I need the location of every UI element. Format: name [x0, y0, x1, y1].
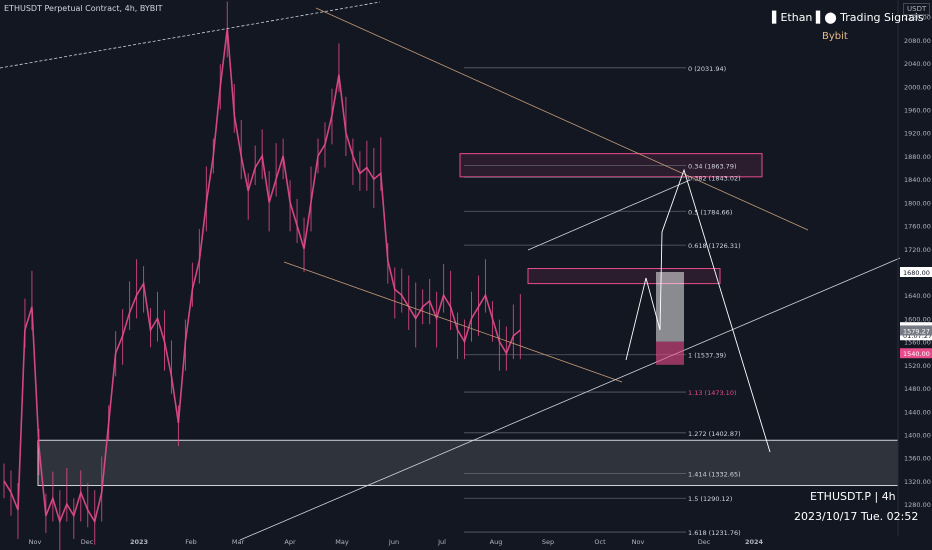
- fib-label-1.272: 1.272 (1402.87): [688, 430, 741, 438]
- footer-symbol: ETHUSDT.P | 4h: [810, 490, 896, 503]
- fib-label-0.34: 0.34 (1863.79): [688, 162, 737, 170]
- x-tick-label: Mar: [232, 538, 245, 546]
- price-marker-bg: [900, 348, 932, 359]
- symbol-info: ETHUSDT Perpetual Contract, 4h, BYBIT: [4, 4, 163, 13]
- fib-label-0.382: 0.382 (1843.02): [688, 174, 741, 182]
- x-tick-label: Jun: [388, 538, 399, 546]
- y-tick-label: 1640.00: [904, 292, 931, 300]
- x-tick-label: May: [335, 538, 349, 546]
- price-marker: 1540.00: [903, 350, 930, 358]
- x-tick-label: Jul: [437, 538, 446, 546]
- price-marker-bg: [900, 267, 932, 277]
- y-tick-label: 1960.00: [904, 107, 931, 115]
- y-tick-label: 2040.00: [904, 60, 931, 68]
- x-tick-label: Apr: [284, 538, 296, 546]
- fib-label-1.13: 1.13 (1473.10): [688, 389, 737, 397]
- price-marker: 1680.00: [903, 269, 930, 277]
- x-tick-label: Aug: [490, 538, 503, 546]
- y-tick-label: 1560.00: [904, 339, 931, 347]
- x-tick-label: Nov: [632, 538, 645, 546]
- y-tick-label: 1480.00: [904, 385, 931, 393]
- x-tick-label: 2023: [130, 538, 148, 546]
- x-tick-label: Dec: [81, 538, 94, 546]
- y-tick-label: 1720.00: [904, 246, 931, 254]
- fib-label-1.618: 1.618 (1231.76): [688, 529, 741, 537]
- y-tick-label: 1600.00: [904, 315, 931, 323]
- exchange-label: Bybit: [822, 31, 848, 42]
- price-marker: 1579.27: [903, 327, 930, 335]
- currency-label[interactable]: USDT: [903, 3, 931, 15]
- fib-label-0: 0 (2031.94): [688, 65, 726, 73]
- trendline: [283, 261, 623, 383]
- y-tick-label: 1400.00: [904, 431, 931, 439]
- fib-label-0.5: 0.5 (1784.66): [688, 208, 732, 216]
- x-tick-label: Feb: [185, 538, 197, 546]
- y-tick-label: 1880.00: [904, 153, 931, 161]
- y-tick-label: 1920.00: [904, 130, 931, 138]
- price-marker-bg: [900, 325, 932, 336]
- y-tick-label: 1440.00: [904, 408, 931, 416]
- fib-label-0.618: 0.618 (1726.31): [688, 242, 741, 250]
- x-tick-label: Nov: [29, 538, 42, 546]
- target-box-lower: [656, 341, 684, 365]
- brand-title: ▌Ethan ▌⬤ Trading Signals: [772, 11, 924, 24]
- x-tick-label: Oct: [594, 538, 606, 546]
- target-box-upper: [656, 272, 684, 342]
- y-tick-label: 1840.00: [904, 176, 931, 184]
- footer-timestamp: 2023/10/17 Tue. 02:52: [794, 510, 919, 523]
- y-tick-label: 1360.00: [904, 455, 931, 463]
- zone-mid-resistance: [527, 268, 721, 285]
- x-tick-label: Sep: [542, 538, 554, 546]
- x-tick-label: 2024: [745, 538, 764, 546]
- zone-lower-support: [37, 439, 899, 487]
- trendline: [315, 7, 809, 231]
- y-tick-label: 1800.00: [904, 199, 931, 207]
- fib-label-1: 1 (1537.39): [688, 352, 726, 360]
- y-tick-label: 1760.00: [904, 223, 931, 231]
- trendline: [239, 257, 901, 541]
- y-tick-label: 1320.00: [904, 478, 931, 486]
- y-tick-label: 2000.00: [904, 83, 931, 91]
- y-tick-label: 1520.00: [904, 362, 931, 370]
- trendline: [0, 1, 381, 69]
- y-tick-label: 1280.00: [904, 501, 931, 509]
- trendline: [527, 179, 691, 251]
- y-tick-label: 2120.00: [904, 14, 931, 22]
- x-tick-label: Dec: [698, 538, 711, 546]
- fib-label-1.5: 1.5 (1290.12): [688, 495, 732, 503]
- y-tick-label: 2080.00: [904, 37, 931, 45]
- price-marker: 01:07:27: [903, 332, 932, 340]
- fib-label-1.414: 1.414 (1332.65): [688, 471, 741, 479]
